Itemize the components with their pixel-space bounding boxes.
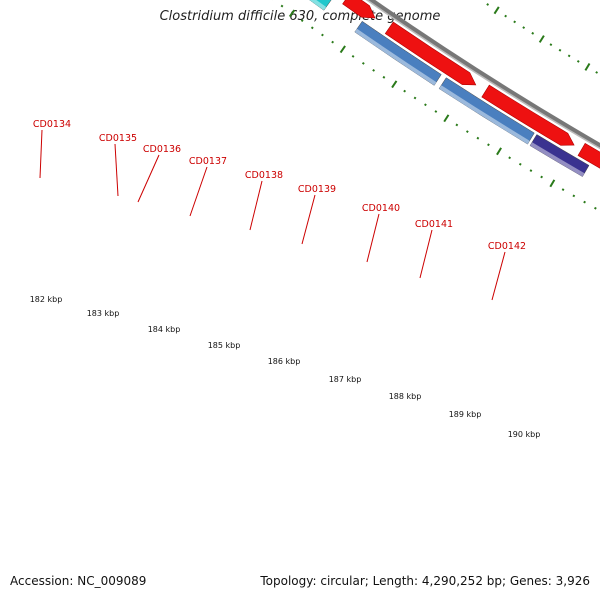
outer-tick (391, 80, 398, 89)
scale-label: 185 kbp (208, 341, 241, 350)
gene-leader-line (114, 143, 119, 197)
inner-tick (513, 20, 517, 24)
scale-label: 184 kbp (148, 325, 181, 334)
outer-tick-track (272, 0, 597, 210)
inner-tick (595, 71, 599, 74)
accession-text: Accession: NC_009089 (10, 574, 147, 588)
outer-tick (508, 156, 512, 160)
inner-tick (486, 3, 490, 6)
gene-leader-line (491, 251, 506, 301)
gene-label[interactable]: CD0138 (245, 170, 283, 181)
outer-tick (572, 194, 576, 198)
gene-leader-line (39, 129, 43, 179)
gene-label[interactable]: CD0139 (298, 184, 336, 195)
scale-label: 186 kbp (268, 357, 301, 366)
outer-tick (561, 188, 565, 191)
genome-backbone (368, 0, 600, 148)
inner-tick (567, 54, 571, 58)
outer-tick (529, 169, 533, 173)
genome-summary-text: Topology: circular; Length: 4,290,252 bp… (260, 574, 590, 588)
inner-tick-track (486, 3, 599, 74)
outer-tick (424, 103, 427, 107)
inner-tick (538, 35, 545, 43)
gene-leader-line (419, 229, 433, 279)
cds-arrow (384, 21, 477, 86)
outer-tick (594, 206, 597, 210)
scale-labels: 182 kbp 183 kbp 184 kbp 185 kbp 186 kbp 187 k… (30, 295, 541, 439)
outer-tick (321, 33, 324, 37)
scale-label: 188 kbp (389, 392, 422, 401)
outer-tick (288, 9, 296, 18)
gene-label-leaders (39, 129, 506, 301)
outer-tick (540, 175, 543, 179)
gene-label[interactable]: CD0141 (415, 219, 453, 230)
inner-tick (549, 43, 553, 47)
outer-tick (339, 45, 346, 54)
cds-arrow (342, 0, 376, 19)
outer-tick (583, 200, 586, 204)
cds-arrow (577, 142, 600, 169)
inner-tick (558, 48, 562, 52)
outer-tick (361, 61, 365, 65)
inner-tick (522, 26, 526, 29)
inner-tick (504, 14, 508, 18)
gene-block[interactable] (235, 0, 332, 11)
outer-tick (496, 147, 502, 156)
inner-tick (531, 31, 535, 35)
cds-track (342, 0, 600, 169)
outer-tick (372, 68, 376, 72)
gene-block[interactable] (438, 77, 535, 145)
gene-block[interactable] (354, 20, 442, 86)
outer-tick (518, 162, 522, 166)
gene-label[interactable]: CD0134 (33, 119, 71, 130)
outer-tick (413, 96, 417, 100)
outer-tick (310, 26, 314, 30)
outer-tick (476, 136, 480, 140)
scale-label: 190 kbp (508, 430, 541, 439)
gene-labels: CD0134 CD0135 CD0136 CD0137 CD0138 CD0139 CD01… (33, 119, 526, 252)
gene-leader-line (301, 194, 316, 245)
gene-leader-line (137, 154, 160, 203)
outer-tick (549, 179, 556, 188)
gene-label[interactable]: CD0137 (189, 156, 227, 167)
cds-arrow (481, 84, 575, 146)
inner-tick (584, 62, 591, 71)
scale-label: 183 kbp (87, 309, 120, 318)
scale-label: 189 kbp (449, 410, 482, 419)
outer-tick (403, 89, 407, 93)
gene-leader-line (189, 166, 208, 217)
scale-label: 182 kbp (30, 295, 63, 304)
gene-label[interactable]: CD0135 (99, 133, 137, 144)
gene-leader-line (366, 213, 380, 263)
backbone-highlight (365, 0, 600, 150)
outer-tick (382, 75, 386, 79)
outer-tick (351, 54, 355, 58)
outer-tick (300, 19, 304, 22)
gene-label[interactable]: CD0140 (362, 203, 400, 214)
outer-tick (331, 40, 335, 44)
outer-tick (455, 123, 459, 127)
gene-label[interactable]: CD0142 (488, 241, 526, 252)
gene-track (235, 0, 590, 177)
gene-block[interactable] (529, 134, 590, 177)
inner-tick (576, 60, 580, 63)
outer-tick (465, 130, 469, 133)
outer-tick (280, 4, 284, 8)
gene-label[interactable]: CD0136 (143, 144, 181, 155)
outer-tick (443, 114, 450, 123)
gene-leader-line (249, 180, 263, 231)
outer-tick (487, 143, 490, 147)
backbone-layer (365, 0, 600, 150)
scale-label: 187 kbp (329, 375, 362, 384)
outer-tick (434, 110, 438, 113)
inner-tick (493, 6, 500, 15)
